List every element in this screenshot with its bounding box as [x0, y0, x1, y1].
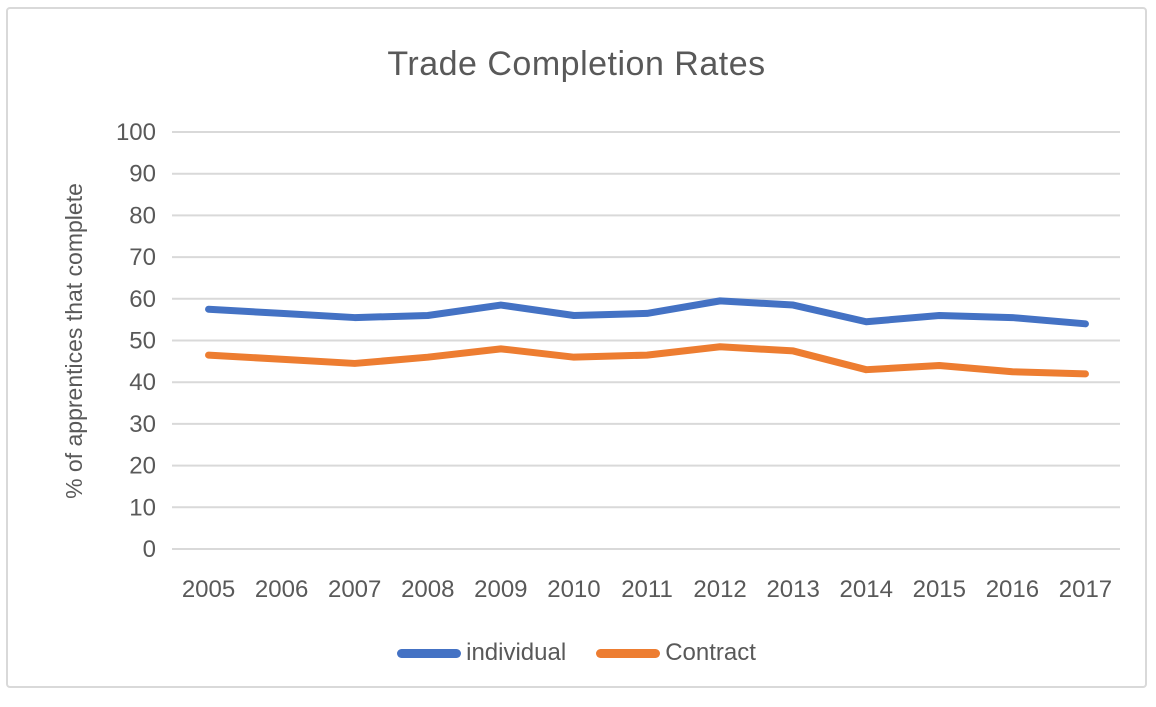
series-line-individual	[209, 301, 1086, 324]
chart-frame: Trade Completion Rates % of apprentices …	[6, 7, 1147, 688]
y-tick-label: 20	[129, 453, 156, 480]
legend-item-contract: Contract	[596, 639, 756, 667]
y-tick-label: 60	[129, 286, 156, 313]
x-tick-label: 2010	[547, 576, 600, 603]
x-tick-label: 2013	[766, 576, 819, 603]
x-tick-label: 2008	[401, 576, 454, 603]
x-tick-label: 2007	[328, 576, 381, 603]
x-tick-label: 2012	[693, 576, 746, 603]
x-tick-label: 2006	[255, 576, 308, 603]
legend-swatch-icon	[596, 649, 660, 658]
x-tick-label: 2017	[1059, 576, 1112, 603]
y-tick-label: 0	[143, 536, 156, 563]
y-tick-label: 80	[129, 202, 156, 229]
legend-swatch-icon	[397, 649, 461, 658]
x-tick-label: 2016	[986, 576, 1039, 603]
y-tick-label: 100	[116, 119, 156, 146]
chart-legend: individual Contract	[8, 638, 1145, 668]
y-tick-label: 70	[129, 244, 156, 271]
y-tick-label: 90	[129, 161, 156, 188]
x-tick-label: 2014	[840, 576, 893, 603]
legend-item-individual: individual	[397, 639, 566, 667]
legend-label: individual	[466, 639, 566, 667]
series-line-contract	[209, 347, 1086, 374]
y-tick-label: 30	[129, 411, 156, 438]
line-chart-plot-area: 0 10 20 30 40 50 60 70 80 90 100 2005 2006 2007 2008 20…	[8, 9, 1156, 707]
legend-label: Contract	[665, 639, 756, 667]
y-tick-label: 40	[129, 369, 156, 396]
x-tick-label: 2015	[913, 576, 966, 603]
x-tick-label: 2005	[182, 576, 235, 603]
x-tick-label: 2011	[621, 576, 673, 603]
x-tick-label: 2009	[474, 576, 527, 603]
y-tick-label: 10	[129, 494, 156, 521]
y-tick-label: 50	[129, 328, 156, 355]
